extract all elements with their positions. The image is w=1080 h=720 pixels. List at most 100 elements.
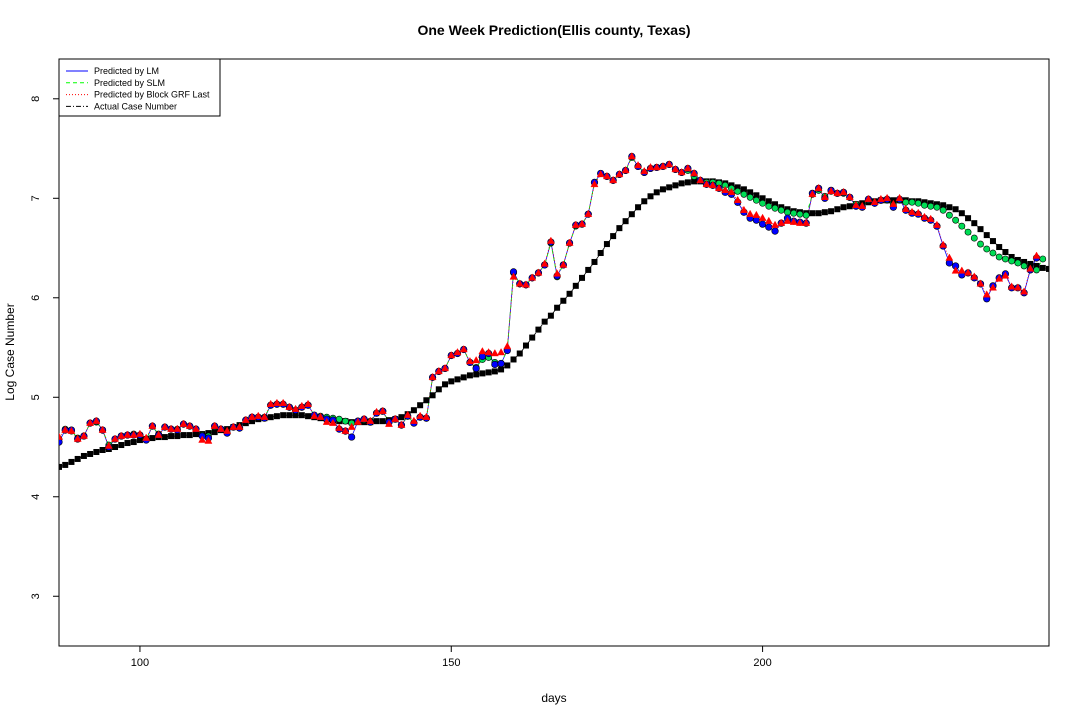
data-point-grf [509,272,518,280]
data-point-slm [964,228,972,236]
data-point-actual [759,195,766,202]
data-point-grf [808,189,817,198]
data-point-grf [1026,264,1035,272]
data-point-grf [690,169,699,177]
data-point-grf [540,259,549,267]
data-point-actual [286,412,293,419]
data-point-actual [273,413,280,420]
data-point-actual [62,461,69,468]
data-point-grf [472,356,481,364]
data-point-grf [559,260,568,268]
data-point-grf [490,349,499,357]
data-point-actual [828,208,835,215]
data-point-grf [677,168,686,176]
data-point-slm [927,202,935,210]
data-point-actual [834,206,841,213]
data-point-actual [572,282,579,289]
data-point-slm [977,240,984,248]
data-point-grf [515,279,524,287]
data-point-lm [491,360,499,369]
data-point-actual [747,189,754,196]
data-point-grf [708,180,717,189]
data-point-grf [957,266,966,274]
data-point-grf [335,423,344,431]
data-point-actual [809,210,816,217]
legend: Predicted by LM Predicted by SLM Predicted… [58,58,221,117]
data-point-grf [229,422,238,430]
data-point-actual [161,434,168,441]
data-point-grf [889,199,898,207]
data-point-actual [560,297,567,304]
data-point-grf [634,161,642,169]
data-point-grf [553,269,562,277]
data-point-actual [87,450,94,457]
data-point-actual [423,397,430,404]
data-point-grf [646,163,655,171]
y-axis-label: Log Case Number [3,303,17,400]
data-point-grf [715,183,723,192]
data-point-grf [61,425,70,433]
data-point-grf [98,425,107,433]
data-point-grf [453,348,462,356]
legend-label: Predicted by LM [94,66,159,76]
data-point-grf [870,197,879,205]
data-point-actual [684,179,691,186]
data-point-slm [1002,255,1009,263]
data-point-grf [360,414,369,422]
data-point-actual [398,414,405,421]
data-point-actual [292,412,299,419]
data-point-actual [996,244,1003,251]
data-point-actual [298,412,305,419]
data-point-actual [541,318,548,325]
data-point-grf [291,404,300,412]
data-point-grf [173,424,182,432]
data-point-grf [652,163,661,171]
data-point-grf [733,195,742,203]
data-point-actual [635,204,642,211]
data-point-slm [902,198,910,206]
data-point-actual [192,431,199,438]
data-point-actual [622,218,629,225]
data-point-grf [416,411,425,419]
data-point-grf [976,279,985,287]
series-line [59,180,1049,468]
data-point-grf [746,209,755,217]
data-point-grf [1007,282,1016,290]
data-point-grf [297,401,306,409]
data-point-actual [597,250,604,257]
data-point-grf [316,412,325,420]
data-point-actual [473,371,480,378]
data-point-actual [280,412,287,419]
data-point-grf [266,399,275,407]
data-point-grf [827,186,836,195]
data-point-actual [554,304,561,311]
data-point-grf [964,268,972,276]
data-point-grf [216,424,225,432]
data-point-slm [995,253,1003,261]
data-point-grf [945,253,954,261]
data-point-grf [484,348,493,356]
data-point-grf [198,435,207,443]
data-point-actual [211,429,218,436]
data-point-actual [952,206,959,213]
data-point-slm [952,216,960,224]
data-point-actual [180,432,187,439]
legend-label: Predicted by Block GRF Last [94,90,210,100]
data-point-actual [485,369,492,376]
data-point-actual [74,455,81,462]
data-point-slm [734,187,742,195]
data-point-actual [977,226,984,233]
data-point-grf [932,220,941,228]
data-point-grf [129,430,138,438]
data-point-lm [765,223,773,231]
data-point-grf [982,290,991,298]
y-tick-label: 8 [30,96,42,102]
data-point-grf [1013,283,1022,291]
data-point-grf [659,162,667,170]
data-point-lm [758,220,767,228]
data-point-actual [168,433,175,440]
data-point-grf [989,283,997,291]
x-tick-label: 150 [442,657,460,669]
data-point-lm [497,359,505,368]
data-point-grf [235,422,244,430]
